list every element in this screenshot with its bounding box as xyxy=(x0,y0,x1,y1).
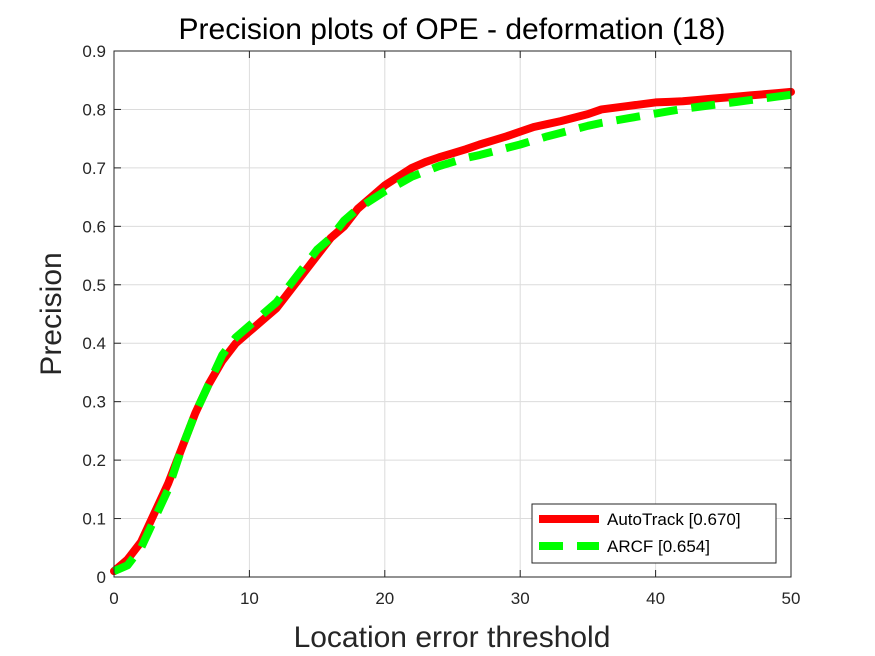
x-tick-label: 30 xyxy=(511,589,530,608)
x-tick-label: 50 xyxy=(782,589,801,608)
y-axis-label: Precision xyxy=(35,252,68,375)
x-tick-label: 10 xyxy=(240,589,259,608)
x-tick-label: 20 xyxy=(375,589,394,608)
x-tick-label: 40 xyxy=(646,589,665,608)
legend-label-autotrack: AutoTrack [0.670] xyxy=(607,510,741,529)
y-tick-label: 0.6 xyxy=(82,217,106,236)
chart-title: Precision plots of OPE - deformation (18… xyxy=(179,13,726,46)
x-tick-label: 0 xyxy=(109,589,118,608)
y-tick-label: 0.8 xyxy=(82,100,106,119)
y-tick-label: 0.3 xyxy=(82,393,106,412)
plot-area xyxy=(114,51,791,577)
legend-label-arcf: ARCF [0.654] xyxy=(607,537,710,556)
x-axis-label: Location error threshold xyxy=(294,621,611,654)
legend: AutoTrack [0.670] ARCF [0.654] xyxy=(531,503,777,564)
y-tick-label: 0.5 xyxy=(82,276,106,295)
data-series xyxy=(110,87,795,576)
y-tick-label: 0.1 xyxy=(82,510,106,529)
axes-box xyxy=(113,50,792,578)
y-tick-label: 0.4 xyxy=(82,334,106,353)
y-tick-label: 0.2 xyxy=(82,451,106,470)
axis-ticks: 0 10 20 30 40 50 0 0.1 0.2 0.3 0.4 0.5 0.6 0.7 0.8 0.9 xyxy=(82,42,800,608)
arcf-line xyxy=(112,90,792,575)
y-tick-label: 0 xyxy=(97,568,106,587)
y-tick-label: 0.9 xyxy=(82,42,106,61)
grid-lines xyxy=(113,50,792,578)
legend-box xyxy=(531,503,777,564)
y-tick-label: 0.7 xyxy=(82,159,106,178)
